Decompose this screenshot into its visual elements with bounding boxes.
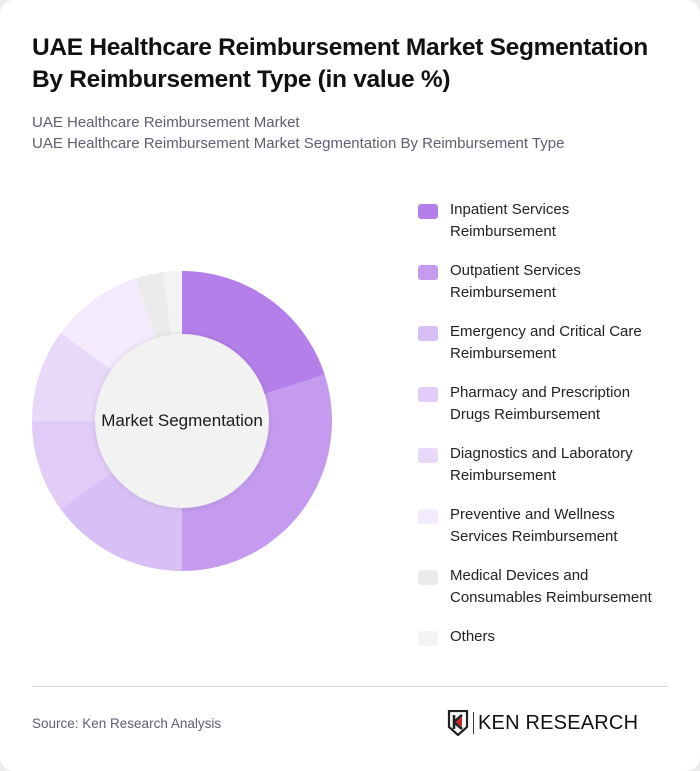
legend-item-preventive[interactable]: Preventive and Wellness Services Reimbur… [418,504,678,565]
legend-label: Others [450,628,496,645]
donut-svg [32,271,332,571]
donut-slice[interactable] [163,271,182,337]
legend-swatch [418,387,438,402]
source-note: Source: Ken Research Analysis [32,716,222,731]
donut-slice[interactable] [182,374,332,571]
donut-slice[interactable] [60,470,182,571]
legend-swatch [418,448,438,463]
donut-chart: Market Segmentation [32,271,332,571]
legend-label: Diagnostics and Laboratory Reimbursement [450,445,633,484]
brand-name: KEN RESEARCH [478,711,639,734]
legend-swatch [418,326,438,341]
donut-slice[interactable] [182,271,325,395]
legend-swatch [418,265,438,280]
legend-swatch [418,509,438,524]
legend-label: Medical Devices and Consumables Reimburs… [450,567,652,606]
donut-slice[interactable] [135,272,172,341]
ken-research-logo: KEN RESEARCH [447,710,638,736]
legend-item-emergency[interactable]: Emergency and Critical Care Reimbursemen… [418,321,678,382]
legend-label: Outpatient Services Reimbursement [450,262,581,301]
subtitle-segmentation: UAE Healthcare Reimbursement Market Segm… [32,135,565,152]
legend-item-others[interactable]: Others [418,626,678,687]
legend-item-outpatient[interactable]: Outpatient Services Reimbursement [418,260,678,321]
ken-research-shield-icon [447,710,469,736]
legend-label: Inpatient Services Reimbursement [450,201,570,240]
chart-legend: Inpatient Services Reimbursement Outpati… [418,199,678,687]
legend-item-diagnostics[interactable]: Diagnostics and Laboratory Reimbursement [418,443,678,504]
legend-label: Emergency and Critical Care Reimbursemen… [450,323,642,362]
legend-label: Pharmacy and Prescription Drugs Reimburs… [450,384,631,423]
donut-slice[interactable] [60,278,156,372]
donut-slice[interactable] [32,421,114,510]
legend-swatch [418,631,438,646]
subtitle-market: UAE Healthcare Reimbursement Market [32,114,300,131]
footer-divider [32,686,668,687]
legend-label: Preventive and Wellness Services Reimbur… [450,506,618,545]
legend-swatch [418,204,438,219]
donut-center [95,334,269,508]
legend-item-medical-devices[interactable]: Medical Devices and Consumables Reimburs… [418,565,678,626]
legend-item-inpatient[interactable]: Inpatient Services Reimbursement [418,199,678,260]
legend-swatch [418,570,438,585]
logo-separator [473,712,474,734]
donut-slice[interactable] [32,332,114,421]
legend-item-pharmacy[interactable]: Pharmacy and Prescription Drugs Reimburs… [418,382,678,443]
page-title: UAE Healthcare Reimbursement Market Segm… [32,34,648,93]
